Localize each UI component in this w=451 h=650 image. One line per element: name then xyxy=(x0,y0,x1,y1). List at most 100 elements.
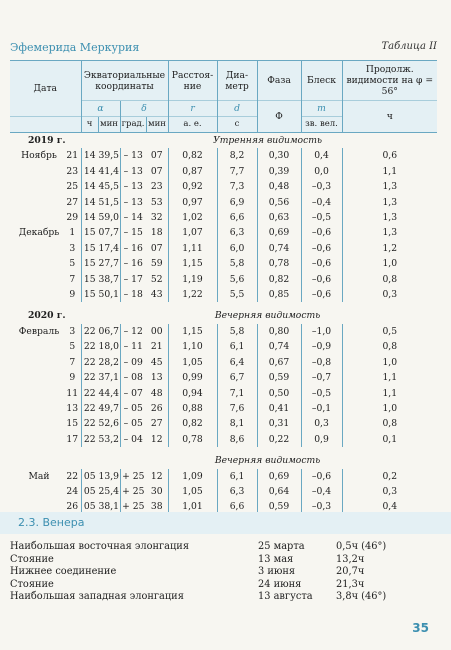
table-row: 3 15 17,4– 16 07 1,11 6,0 0,74 –0,6 1,2 xyxy=(10,240,438,257)
table-cell: – 13 xyxy=(119,179,147,195)
table-cell: 0,88 xyxy=(167,400,218,417)
table-cell: 38,1 xyxy=(98,501,119,513)
table-cell: 27,7 xyxy=(98,258,119,270)
table-cell: 0,3 xyxy=(341,287,438,303)
table-row: 5 22 18,0– 11 21 1,10 6,1 0,74 –0,9 0,8 xyxy=(10,339,438,355)
table-cell: – 18 xyxy=(119,287,147,303)
table-cell: 22 xyxy=(80,416,99,432)
unit-deg: град. xyxy=(119,116,147,133)
table-cell xyxy=(10,272,66,287)
unit-hours: ч xyxy=(341,100,438,133)
table-number: Таблица II xyxy=(381,41,437,52)
table-cell: 1,15 xyxy=(167,256,218,272)
venus-event-name: Нижнее соединение xyxy=(10,566,117,578)
table-cell: 0,8 xyxy=(341,416,438,432)
table-cell xyxy=(10,355,66,370)
table-cell: 7,1 xyxy=(216,385,258,401)
table-cell: 07 xyxy=(150,242,163,254)
table-row: 7 22 28,2– 09 45 1,05 6,4 0,67 –0,8 1,0 xyxy=(10,354,438,371)
table-row: 17 22 53,2– 04 12 0,78 8,6 0,22 0,9 0,1 xyxy=(10,431,438,448)
table-cell: 17,4 xyxy=(98,242,119,254)
table-cell: 18,0 xyxy=(98,341,119,353)
table-cell: + 25 xyxy=(119,468,147,484)
table-cell: 15 xyxy=(80,271,99,288)
table-cell: 12 xyxy=(150,470,163,482)
table-cell xyxy=(10,164,66,179)
table-cell: 48 xyxy=(150,387,163,399)
venus-event-date: 3 июня xyxy=(258,566,296,578)
table-cell: 5,6 xyxy=(216,271,258,288)
symbol-delta: δ xyxy=(119,100,169,117)
page-number: 35 xyxy=(412,621,429,635)
table-cell: 0,50 xyxy=(256,385,302,401)
table-cell: 12 xyxy=(150,433,163,445)
table-cell: 6,0 xyxy=(216,240,258,257)
table-cell: 27 xyxy=(66,196,79,208)
table-cell: 6,1 xyxy=(216,468,258,484)
table-cell: 53,2 xyxy=(98,433,119,445)
table-cell: 06,7 xyxy=(98,325,119,337)
table-cell: 6,6 xyxy=(216,210,258,226)
table-cell: Февраль xyxy=(18,325,60,337)
table-cell: 22 xyxy=(80,339,99,355)
table-cell: 8,1 xyxy=(216,416,258,432)
symbol-phi: Φ xyxy=(256,100,302,133)
table-title-row: Эфемерида Меркурия Таблица II xyxy=(10,41,437,57)
table-cell: Декабрь xyxy=(18,227,60,239)
table-cell: 0,48 xyxy=(256,179,302,195)
table-cell: 37,1 xyxy=(98,372,119,384)
table-cell: 27 xyxy=(150,418,163,430)
table-cell: 5,5 xyxy=(216,287,258,303)
table-cell: –0,3 xyxy=(300,499,343,515)
table-cell: 5,8 xyxy=(216,323,258,340)
table-cell: –0,1 xyxy=(300,400,343,417)
table-cell: 0,56 xyxy=(256,194,302,211)
table-cell: 0,94 xyxy=(167,385,218,401)
venus-event-name: Наибольшая западная элонгация xyxy=(10,591,184,603)
table-cell: 7,6 xyxy=(216,400,258,417)
table-cell: + 25 xyxy=(119,483,147,500)
table-cell: 7,3 xyxy=(216,179,258,195)
table-cell: –0,6 xyxy=(300,240,343,257)
venus-section-header: 2.3. Венера xyxy=(0,512,451,534)
table-cell: 1,1 xyxy=(341,163,438,180)
table-cell: 1,02 xyxy=(167,210,218,226)
table-cell: 5 xyxy=(69,258,76,270)
table-cell: –0,8 xyxy=(300,354,343,371)
table-cell: 45 xyxy=(150,356,163,368)
table-cell: 6,3 xyxy=(216,225,258,241)
unit-min: мин xyxy=(97,116,121,133)
venus-event-name: Стояние xyxy=(10,578,54,590)
table-cell: 00 xyxy=(150,325,163,337)
table-cell: 45,5 xyxy=(98,181,119,193)
table-row: 11 22 44,4– 07 48 0,94 7,1 0,50 –0,5 1,1 xyxy=(10,385,438,401)
venus-heading: 2.3. Венера xyxy=(18,516,85,529)
table-row: 13 22 49,7– 05 26 0,88 7,6 0,41 –0,1 1,0 xyxy=(10,400,438,417)
table-cell: 6,3 xyxy=(216,483,258,500)
table-cell: 22 xyxy=(80,354,99,371)
table-cell: 1,3 xyxy=(341,210,438,226)
table-cell: 0,82 xyxy=(256,271,302,288)
table-cell: – 15 xyxy=(119,225,147,241)
table-cell: 17 xyxy=(66,433,79,445)
table-cell xyxy=(10,241,66,256)
table-cell: 1,10 xyxy=(167,339,218,355)
venus-event-date: 13 мая xyxy=(258,553,294,565)
symbol-alpha: α xyxy=(80,100,121,117)
table-cell: – 17 xyxy=(119,271,147,288)
table-cell: 1,0 xyxy=(341,400,438,417)
table-cell: 13 xyxy=(66,402,79,414)
table-cell: 0,0 xyxy=(300,163,343,180)
table-cell: 41,4 xyxy=(98,165,119,177)
table-cell: –0,5 xyxy=(300,210,343,226)
table-cell: 7 xyxy=(69,356,76,368)
table-cell: – 16 xyxy=(119,256,147,272)
table-cell: 1,3 xyxy=(341,194,438,211)
table-cell: 7,7 xyxy=(216,163,258,180)
venus-event-value: 20,7ч xyxy=(336,566,365,578)
table-cell: 6,7 xyxy=(216,370,258,386)
table-cell: 1,07 xyxy=(167,225,218,241)
table-row: Декабрь 1 15 07,7– 15 18 1,07 6,3 0,69 –0,6 1,3 xyxy=(10,225,438,241)
table-cell: 0,80 xyxy=(256,323,302,340)
table-cell: 44,4 xyxy=(98,387,119,399)
